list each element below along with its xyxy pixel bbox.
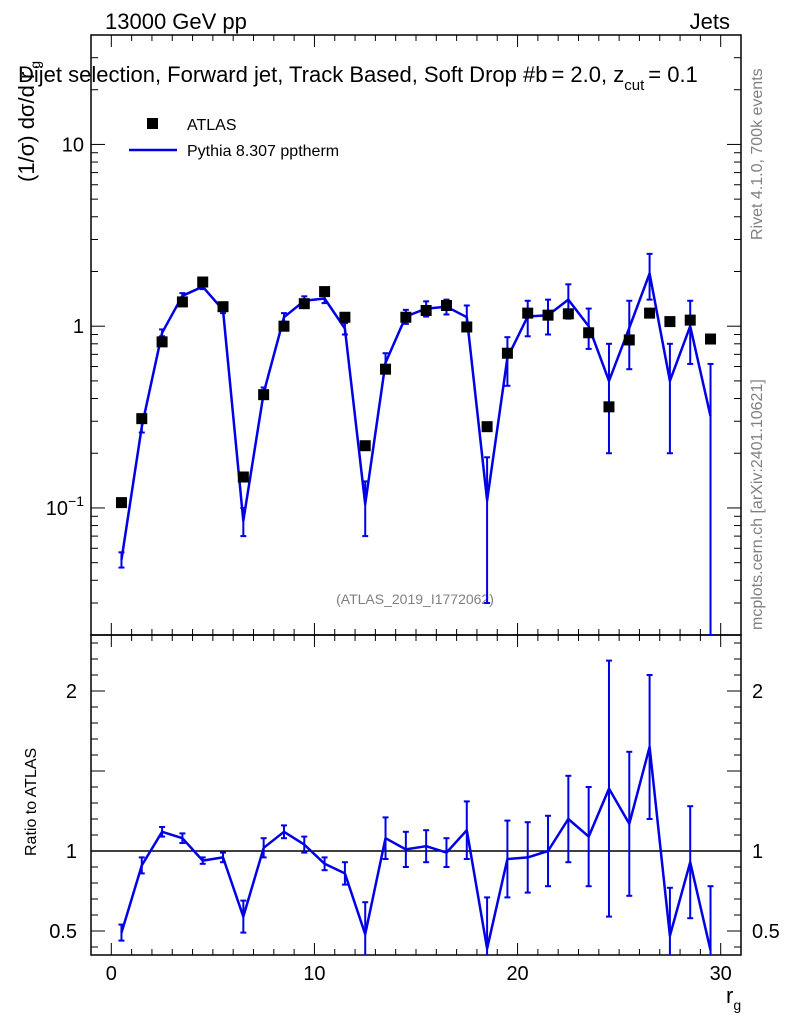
legend-pythia-label: Pythia 8.307 pptherm <box>187 143 339 160</box>
legend-atlas-label: ATLAS <box>187 117 237 134</box>
atlas-point <box>136 413 148 425</box>
atlas-point <box>359 440 371 452</box>
atlas-point <box>501 347 513 359</box>
x-tick-label: 0 <box>106 963 117 985</box>
atlas-point <box>623 334 635 346</box>
atlas-point <box>664 316 676 328</box>
ratio-y-tick-label-right: 1 <box>752 841 763 863</box>
atlas-point <box>115 497 127 509</box>
atlas-point <box>583 327 595 339</box>
atlas-point <box>522 307 534 319</box>
atlas-point <box>156 336 168 348</box>
atlas-point <box>644 307 656 319</box>
atlas-point <box>481 421 493 433</box>
atlas-point <box>339 311 351 323</box>
ratio-y-tick-label-left: 1 <box>66 841 77 863</box>
ratio-line <box>120 745 712 951</box>
atlas-point <box>258 389 270 401</box>
pythia-line <box>120 272 712 560</box>
ratio-y-tick-label-right: 0.5 <box>752 921 780 943</box>
x-tick-label: 20 <box>506 963 528 985</box>
atlas-point <box>461 321 473 333</box>
x-tick-label: 10 <box>303 963 325 985</box>
atlas-point <box>217 301 229 313</box>
main-y-tick-label: 10−1 <box>46 493 84 520</box>
main-y-tick-label: 1 <box>73 316 84 338</box>
atlas-point <box>197 276 209 288</box>
ratio-y-tick-label-left: 2 <box>66 681 77 703</box>
atlas-point <box>319 286 331 298</box>
main-plot-area <box>115 252 717 635</box>
atlas-point <box>603 401 615 413</box>
atlas-point <box>176 296 188 308</box>
analysis-watermark: (ATLAS_2019_I1772062) <box>336 591 494 607</box>
legend-atlas-marker <box>147 118 158 129</box>
ratio-y-axis-title: Ratio to ATLAS <box>23 748 40 856</box>
atlas-point <box>420 304 432 316</box>
x-tick-label: 30 <box>710 963 732 985</box>
plot-subtitle: Dijet selection, Forward jet, Track Base… <box>18 62 698 94</box>
atlas-point <box>705 333 717 345</box>
mcplots-label: mcplots.cern.ch [arXiv:2401.10621] <box>749 379 766 630</box>
atlas-point <box>237 471 249 483</box>
ratio-y-tick-label-right: 2 <box>752 681 763 703</box>
x-axis-title: rg <box>726 983 741 1013</box>
atlas-point <box>298 298 310 310</box>
main-y-axis-title: (1/σ) dσ/d rg <box>14 61 43 182</box>
atlas-point <box>400 311 412 323</box>
ratio-y-tick-label-left: 0.5 <box>49 921 77 943</box>
main-y-tick-label: 10 <box>62 134 84 156</box>
atlas-point <box>380 363 392 375</box>
atlas-point <box>562 308 574 320</box>
atlas-point <box>440 299 452 311</box>
atlas-point <box>684 314 696 326</box>
atlas-point <box>542 309 554 321</box>
atlas-point <box>278 320 290 332</box>
ratio-plot-area <box>91 659 741 955</box>
axes: 0 10 20 30 10−1 1 10 0.5 0.5 1 1 2 2 <box>46 34 780 985</box>
rivet-label: Rivet 4.1.0, 700k events <box>749 68 766 240</box>
ratio-frame <box>90 634 742 956</box>
process-label: Jets <box>690 9 730 34</box>
collision-label: 13000 GeV pp <box>105 9 247 34</box>
